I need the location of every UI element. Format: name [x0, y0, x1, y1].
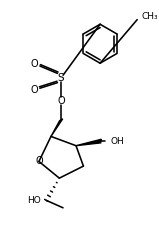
- Text: S: S: [58, 73, 65, 83]
- Text: OH: OH: [110, 137, 124, 146]
- Text: CH₃: CH₃: [142, 12, 159, 21]
- Text: O: O: [31, 59, 38, 69]
- Text: HO: HO: [27, 196, 41, 205]
- Polygon shape: [51, 119, 63, 137]
- Text: O: O: [35, 156, 43, 166]
- Text: O: O: [57, 96, 65, 106]
- Polygon shape: [76, 139, 101, 146]
- Text: O: O: [31, 85, 38, 95]
